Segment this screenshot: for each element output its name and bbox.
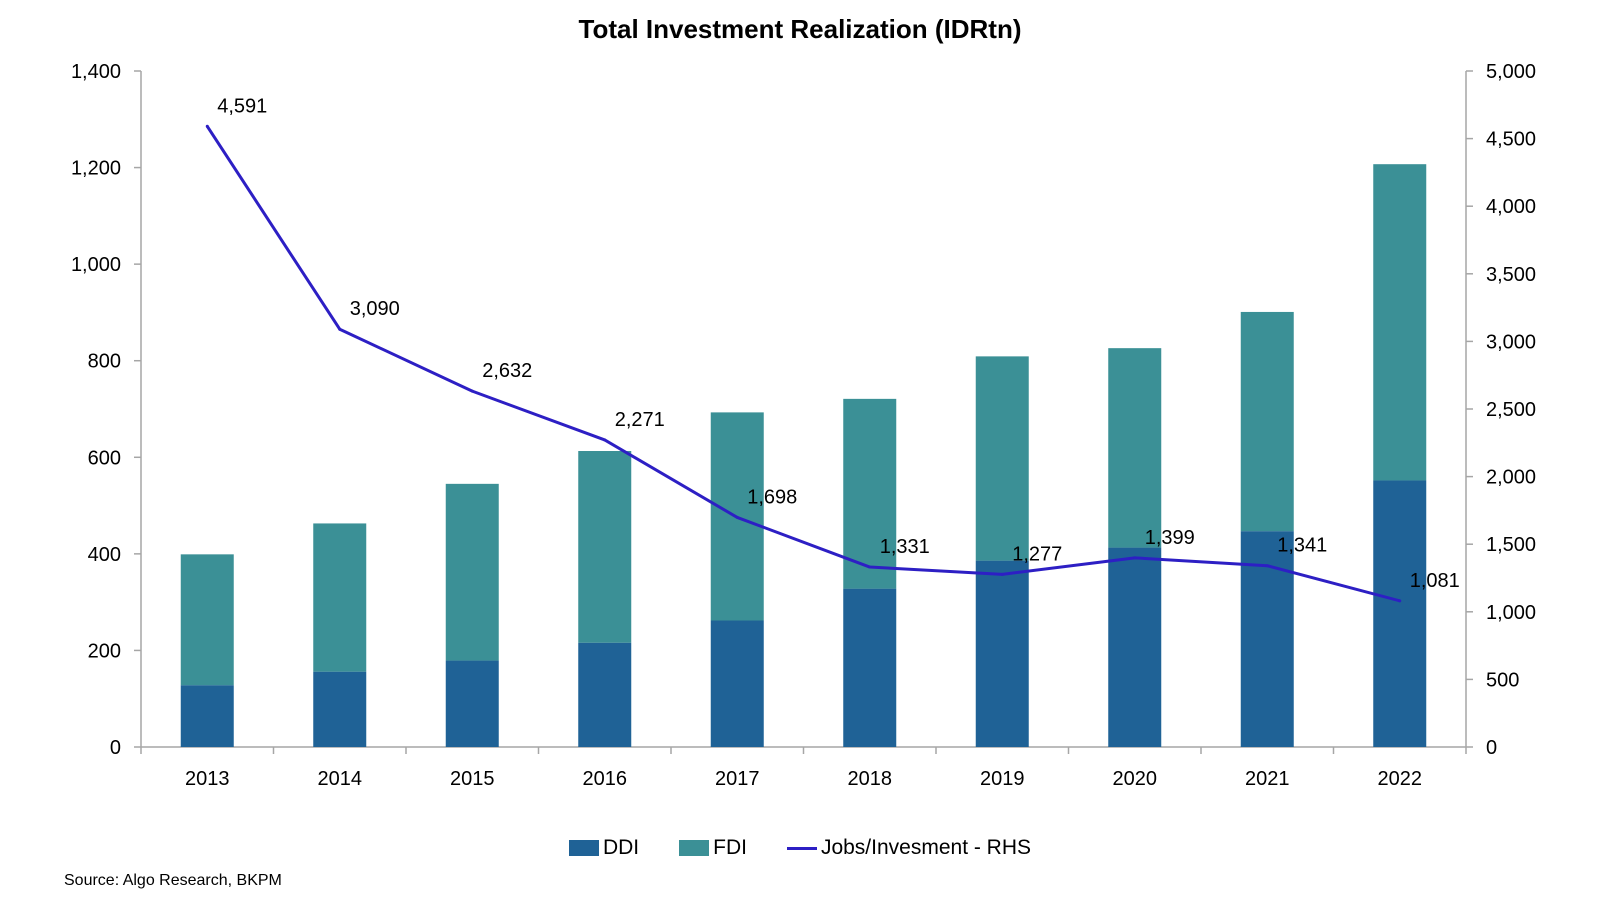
jobs-point [1398,599,1402,603]
bar-ddi [710,620,764,747]
jobs-data-label: 1,698 [747,486,797,508]
legend-swatch-fdi [679,840,710,856]
legend: DDI FDI Jobs/Invesment - RHS [0,836,1600,860]
jobs-data-label: 1,277 [1012,543,1062,565]
source-note: Source: Algo Research, BKPM [64,872,282,889]
jobs-point [735,515,739,519]
right-tick-label: 4,500 [1486,129,1536,151]
legend-label-jobs: Jobs/Invesment - RHS [820,836,1032,859]
x-tick-label: 2021 [1245,768,1290,790]
bar-fdi [1240,311,1294,532]
legend-item-ddi: DDI [568,836,640,860]
chart-title: Total Investment Realization (IDRtn) [578,14,1022,44]
bar-ddi [1108,547,1162,747]
line-layer [205,124,1402,603]
right-tick-label: 0 [1486,737,1497,759]
x-tick-label: 2013 [185,768,230,790]
x-tick-label: 2015 [450,768,495,790]
bar-ddi [578,642,632,747]
jobs-line [205,125,1401,603]
jobs-point [470,389,474,393]
axes-layer: 0 200 400 600 800 1,000 1,200 1,400 0 500 1,000 1,5… [71,61,1536,790]
left-tick-label: 1,000 [71,254,121,276]
bar-fdi [975,356,1029,561]
x-tick-label: 2014 [318,768,363,790]
x-tick-label: 2022 [1378,768,1423,790]
bar-ddi [975,560,1029,747]
jobs-point [1133,556,1137,560]
jobs-point [205,124,209,128]
right-tick-label: 1,000 [1486,602,1536,624]
jobs-point [1265,564,1269,568]
jobs-data-label: 3,090 [350,298,400,320]
legend-label-ddi: DDI [602,836,640,859]
right-tick-label: 2,000 [1486,467,1536,489]
right-tick-label: 5,000 [1486,61,1536,83]
bars-layer [180,164,1427,747]
left-tick-label: 1,400 [71,61,121,83]
jobs-point [603,438,607,442]
left-tick-label: 0 [110,737,121,759]
jobs-data-label: 2,271 [615,409,665,431]
bar-fdi [843,398,897,589]
jobs-point [338,327,342,331]
jobs-data-label: 4,591 [217,95,267,117]
legend-item-jobs: Jobs/Invesment - RHS [786,836,1032,860]
jobs-point [868,565,872,569]
left-tick-label: 200 [88,640,121,662]
bar-ddi [445,660,499,747]
jobs-data-label: 1,399 [1145,527,1195,549]
legend-label-fdi: FDI [713,836,747,859]
bar-ddi [843,588,897,747]
x-tick-label: 2017 [715,768,760,790]
jobs-data-label: 1,331 [880,536,930,558]
bar-fdi [445,483,499,661]
bar-fdi [1373,164,1427,481]
right-tick-label: 4,000 [1486,196,1536,218]
left-tick-label: 400 [88,544,121,566]
right-tick-label: 500 [1486,669,1519,691]
left-tick-label: 1,200 [71,158,121,180]
jobs-data-label: 2,632 [482,360,532,382]
x-tick-label: 2020 [1113,768,1158,790]
bar-fdi [180,554,234,686]
bar-fdi [1108,348,1162,548]
right-tick-label: 3,000 [1486,331,1536,353]
labels-layer: 4,591 3,090 2,632 2,271 1,698 1,331 1,277 1,399… [217,95,1460,592]
bar-fdi [313,523,367,672]
bar-fdi [578,451,632,643]
left-tick-label: 600 [88,447,121,469]
bar-ddi [180,685,234,747]
right-tick-label: 2,500 [1486,399,1536,421]
x-tick-label: 2016 [583,768,628,790]
right-tick-label: 1,500 [1486,534,1536,556]
jobs-data-label: 1,081 [1410,570,1460,592]
legend-swatch-ddi [568,840,599,856]
bar-ddi [1373,480,1427,747]
x-tick-label: 2019 [980,768,1025,790]
left-tick-label: 800 [88,351,121,373]
right-tick-label: 3,500 [1486,264,1536,286]
x-tick-label: 2018 [848,768,893,790]
jobs-point [1000,572,1004,576]
jobs-data-label: 1,341 [1277,535,1327,557]
legend-item-fdi: FDI [679,836,747,860]
legend-swatch-jobs [786,846,817,850]
bar-ddi [313,671,367,747]
